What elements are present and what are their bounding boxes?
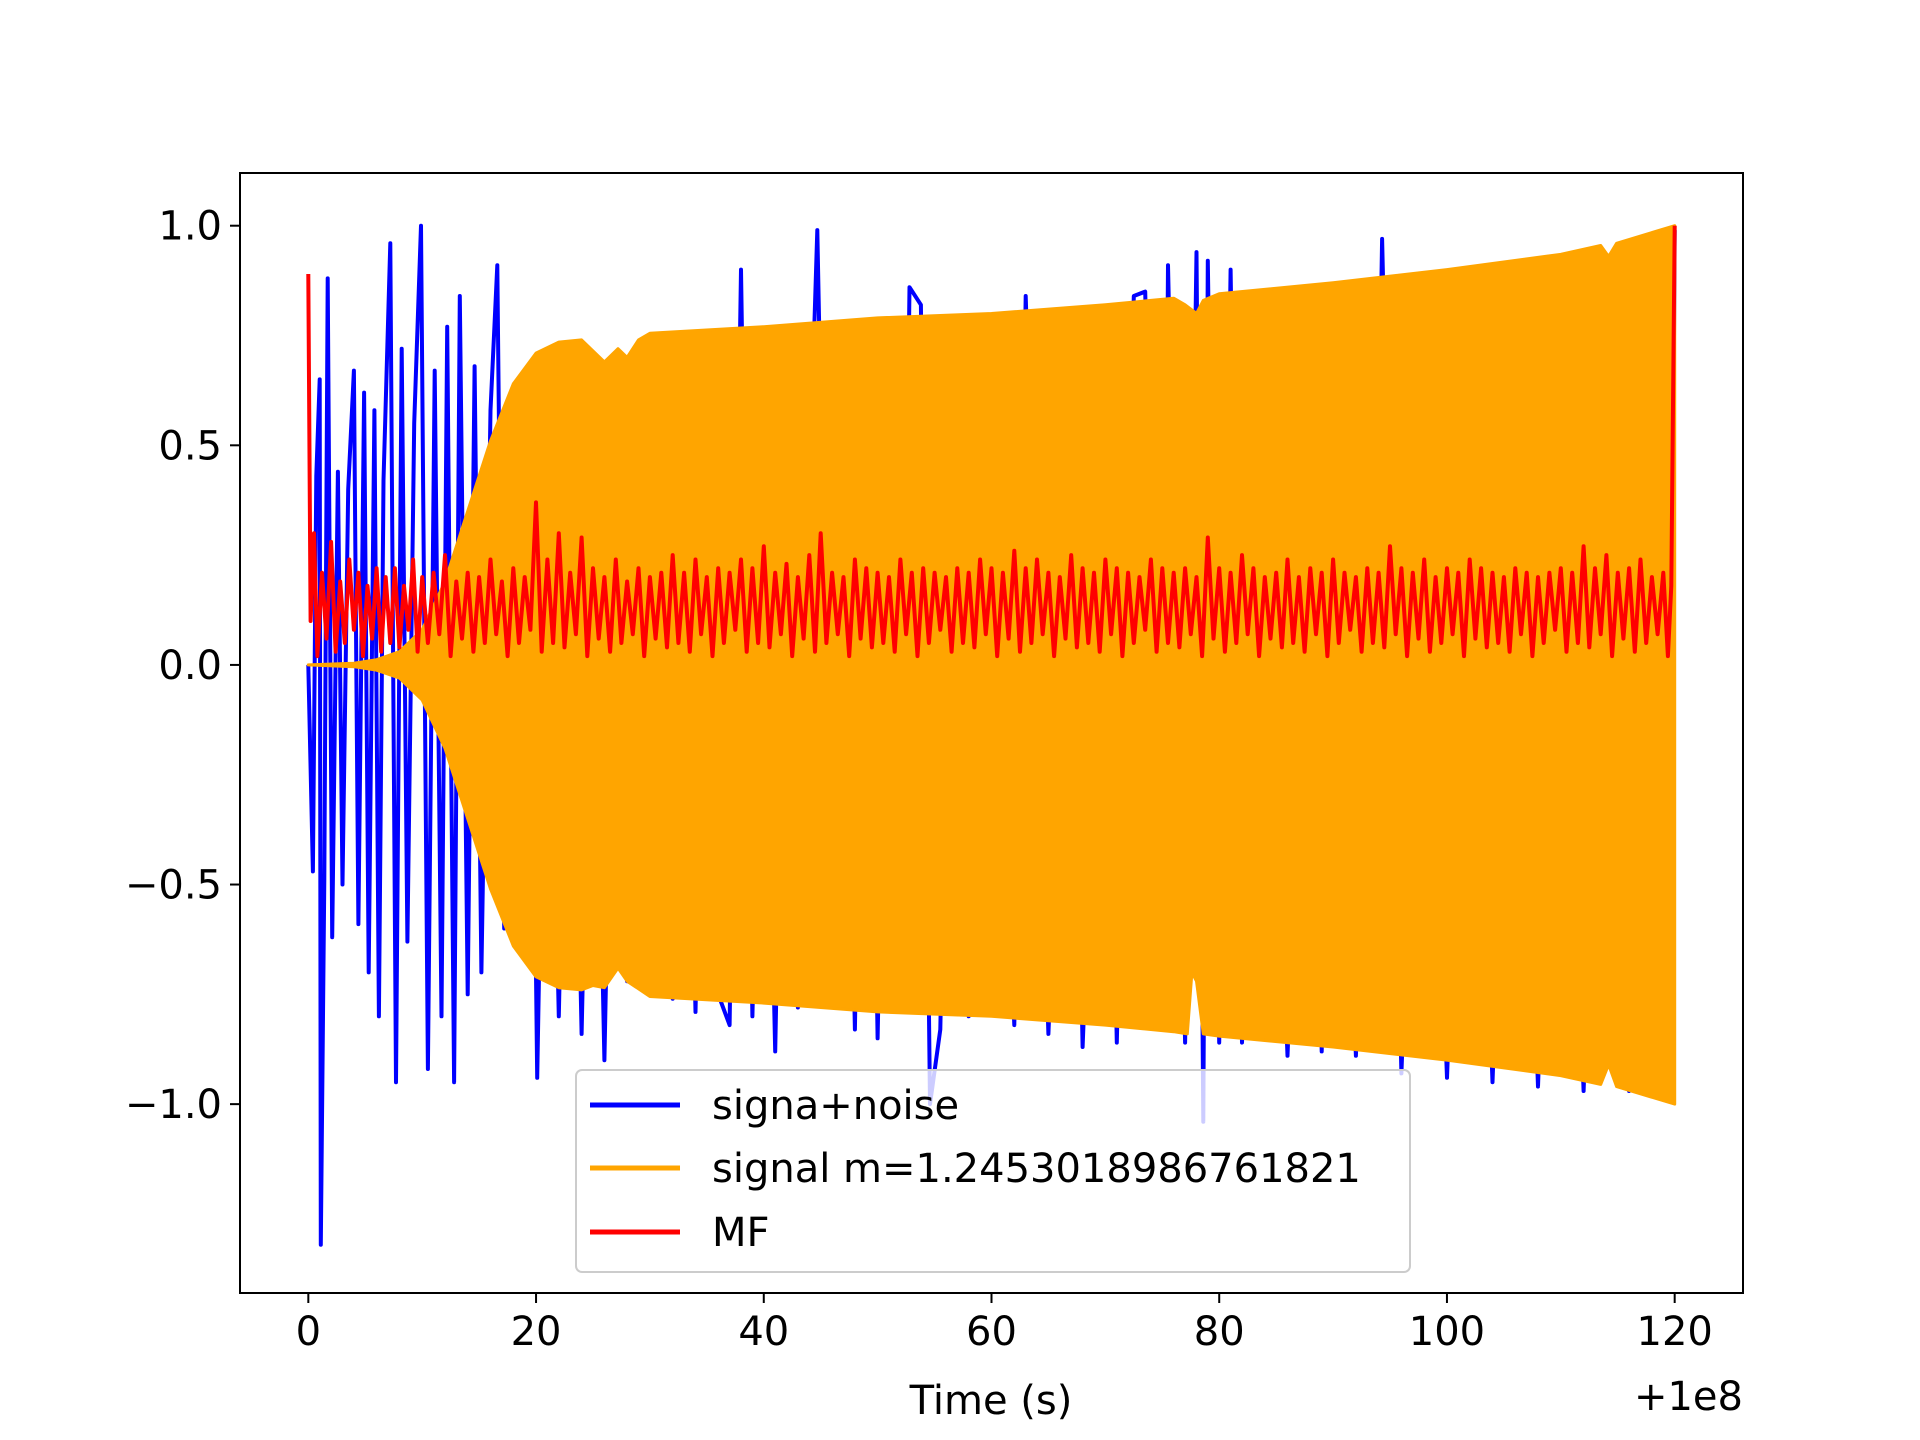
x-tick-label: 0 (296, 1309, 321, 1355)
legend: signa+noise signal m=1.2453018986761821 … (575, 1069, 1411, 1273)
y-tick-label: 0.5 (158, 423, 222, 469)
x-tick-label: 120 (1637, 1309, 1713, 1355)
y-tick-label: 1.0 (158, 204, 222, 250)
legend-label-signa-noise: signa+noise (712, 1083, 959, 1129)
x-axis-label: Time (s) (909, 1378, 1073, 1424)
plot-area (306, 223, 1677, 1247)
series-line-mf (306, 225, 1677, 659)
legend-label-signal: signal m=1.2453018986761821 (712, 1146, 1361, 1192)
x-tick-label: 20 (511, 1309, 562, 1355)
y-tick-label: 0.0 (158, 643, 222, 689)
series-mf (306, 225, 1677, 659)
y-axis: −1.0 −0.5 0.0 0.5 1.0 (125, 204, 240, 1128)
x-tick-label: 80 (1194, 1309, 1245, 1355)
x-tick-label: 40 (738, 1309, 789, 1355)
series-signal (306, 224, 1677, 1106)
legend-label-mf: MF (712, 1210, 770, 1256)
x-axis: 0 20 40 60 80 100 120 (296, 1293, 1713, 1355)
series-band-signal (306, 224, 1677, 1106)
x-tick-label: 60 (966, 1309, 1017, 1355)
x-tick-label: 100 (1409, 1309, 1485, 1355)
x-offset-label: +1e8 (1634, 1374, 1743, 1420)
y-tick-label: −1.0 (125, 1082, 222, 1128)
legend-frame (575, 1069, 1411, 1273)
y-tick-label: −0.5 (125, 863, 222, 909)
